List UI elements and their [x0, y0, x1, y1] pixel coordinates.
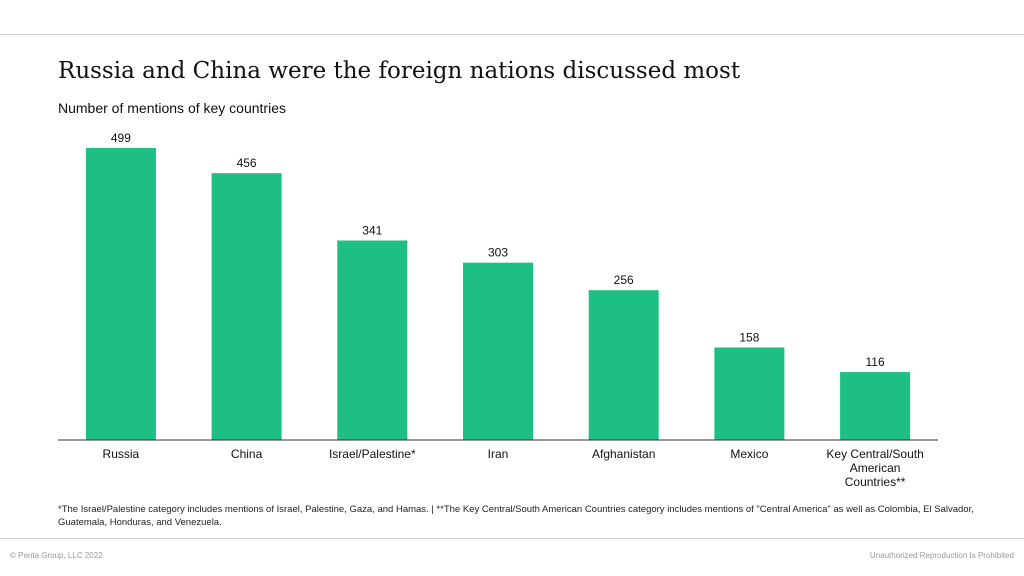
- footnote: *The Israel/Palestine category includes …: [58, 504, 974, 528]
- bar: [840, 372, 911, 440]
- category-label-line: Countries**: [845, 475, 906, 489]
- data-label: 456: [237, 156, 257, 170]
- category-label-line: China: [231, 447, 263, 461]
- data-label: 116: [866, 355, 885, 369]
- bar: [714, 347, 785, 440]
- data-label: 341: [362, 224, 382, 238]
- category-label-line: Israel/Palestine*: [329, 447, 416, 461]
- bar: [463, 262, 533, 440]
- category-label-line: Afghanistan: [592, 447, 655, 461]
- category-label: China: [231, 447, 263, 461]
- chart-subtitle: Number of mentions of key countries: [58, 100, 286, 116]
- data-label: 303: [488, 246, 508, 260]
- category-label: Key Central/South American Countries**: [826, 447, 923, 489]
- bar: [211, 173, 282, 440]
- copyright-text: © Penta Group, LLC 2022: [10, 551, 103, 560]
- bar: [588, 290, 659, 440]
- top-divider: [0, 34, 1024, 35]
- category-label: Russia: [103, 447, 140, 461]
- category-label: Iran: [488, 447, 509, 461]
- category-label-line: American: [850, 461, 901, 475]
- category-label-line: Russia: [103, 447, 140, 461]
- bar: [85, 148, 156, 440]
- category-label-line: Mexico: [730, 447, 768, 461]
- category-label-line: Iran: [488, 447, 509, 461]
- data-label: 499: [111, 131, 131, 145]
- category-label: Israel/Palestine*: [329, 447, 416, 461]
- bar: [337, 240, 408, 440]
- data-label: 256: [614, 273, 634, 287]
- bottom-divider: [0, 538, 1024, 539]
- category-label: Mexico: [730, 447, 768, 461]
- chart-title: Russia and China were the foreign nation…: [58, 58, 741, 84]
- category-label-line: Key Central/South: [826, 447, 923, 461]
- data-label: 158: [739, 331, 759, 345]
- category-label: Afghanistan: [592, 447, 655, 461]
- bar-chart: 499 Russia 456 China 341 Israel/Palestine* 303…: [58, 131, 938, 489]
- disclaimer-text: Unauthorized Reproduction Is Prohibited: [869, 551, 1014, 560]
